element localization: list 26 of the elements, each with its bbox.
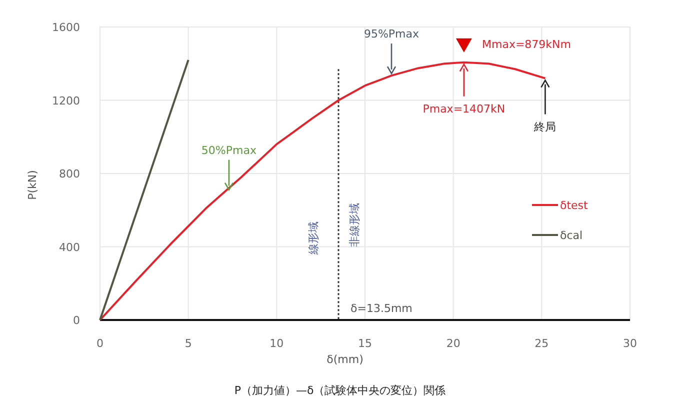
y-tick-label: 800 <box>59 168 80 180</box>
x-tick-label: 25 <box>534 337 549 350</box>
annotation: 線形域 <box>307 222 320 256</box>
x-tick-label: 5 <box>184 337 192 350</box>
annotation: 終局 <box>533 120 556 134</box>
legend-label: δtest <box>560 199 589 212</box>
y-tick-label: 1600 <box>52 21 80 34</box>
x-tick-label: 0 <box>96 337 104 350</box>
x-axis-title: δ(mm) <box>326 353 364 366</box>
x-tick-label: 20 <box>446 337 460 350</box>
annotation: 50%Pmax <box>201 144 257 157</box>
x-tick-label: 30 <box>623 337 637 350</box>
annotation: 95%Pmax <box>364 28 420 41</box>
legend-label: δcal <box>560 229 583 242</box>
y-tick-label: 0 <box>73 314 80 327</box>
annotation: Pmax=1407kN <box>422 102 506 116</box>
y-tick-label: 1200 <box>52 94 80 108</box>
x-tick-label: 15 <box>358 337 372 350</box>
text: P（加力値）—δ（試験体中央の変位）関係 <box>234 384 446 397</box>
y-axis-title: P(kN) <box>26 170 39 200</box>
annotation: Mmax=879kNm <box>482 38 571 51</box>
x-tick-label: 10 <box>270 337 284 350</box>
ref-line-label: δ=13.5mm <box>350 302 412 315</box>
annotation: 非線形域 <box>348 203 361 247</box>
line-series <box>99 61 546 321</box>
y-tick-label: 400 <box>59 240 80 254</box>
